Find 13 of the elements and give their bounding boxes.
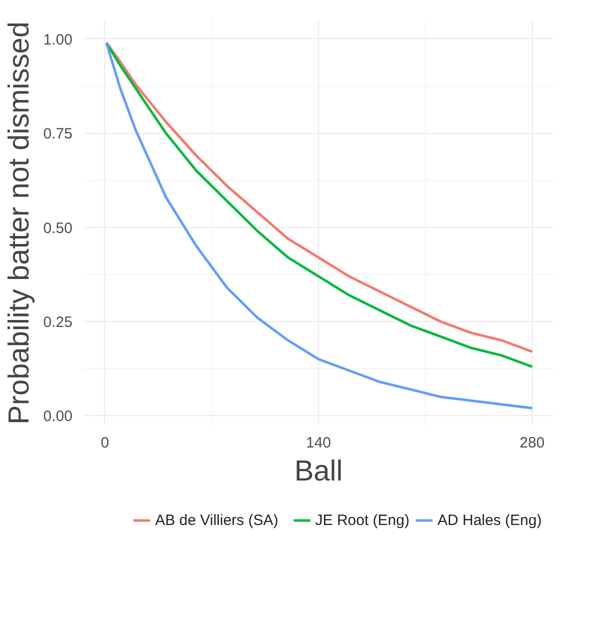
x-axis-title: Ball xyxy=(294,456,343,488)
x-tick-label: 280 xyxy=(520,434,545,452)
y-tick-label: 0.00 xyxy=(43,408,73,426)
y-tick-label: 0.25 xyxy=(43,314,73,332)
legend-label: AB de Villiers (SA) xyxy=(155,512,278,529)
y-tick-label: 1.00 xyxy=(43,31,73,48)
y-tick-label: 0.50 xyxy=(43,220,73,237)
x-tick-label: 140 xyxy=(306,434,332,452)
legend-label: AD Hales (Eng) xyxy=(437,512,542,529)
y-axis-title: Probability batter not dismissed xyxy=(3,22,36,424)
legend-label: JE Root (Eng) xyxy=(315,512,410,529)
y-tick-label: 0.75 xyxy=(43,126,73,143)
x-tick-label: 0 xyxy=(100,434,110,452)
